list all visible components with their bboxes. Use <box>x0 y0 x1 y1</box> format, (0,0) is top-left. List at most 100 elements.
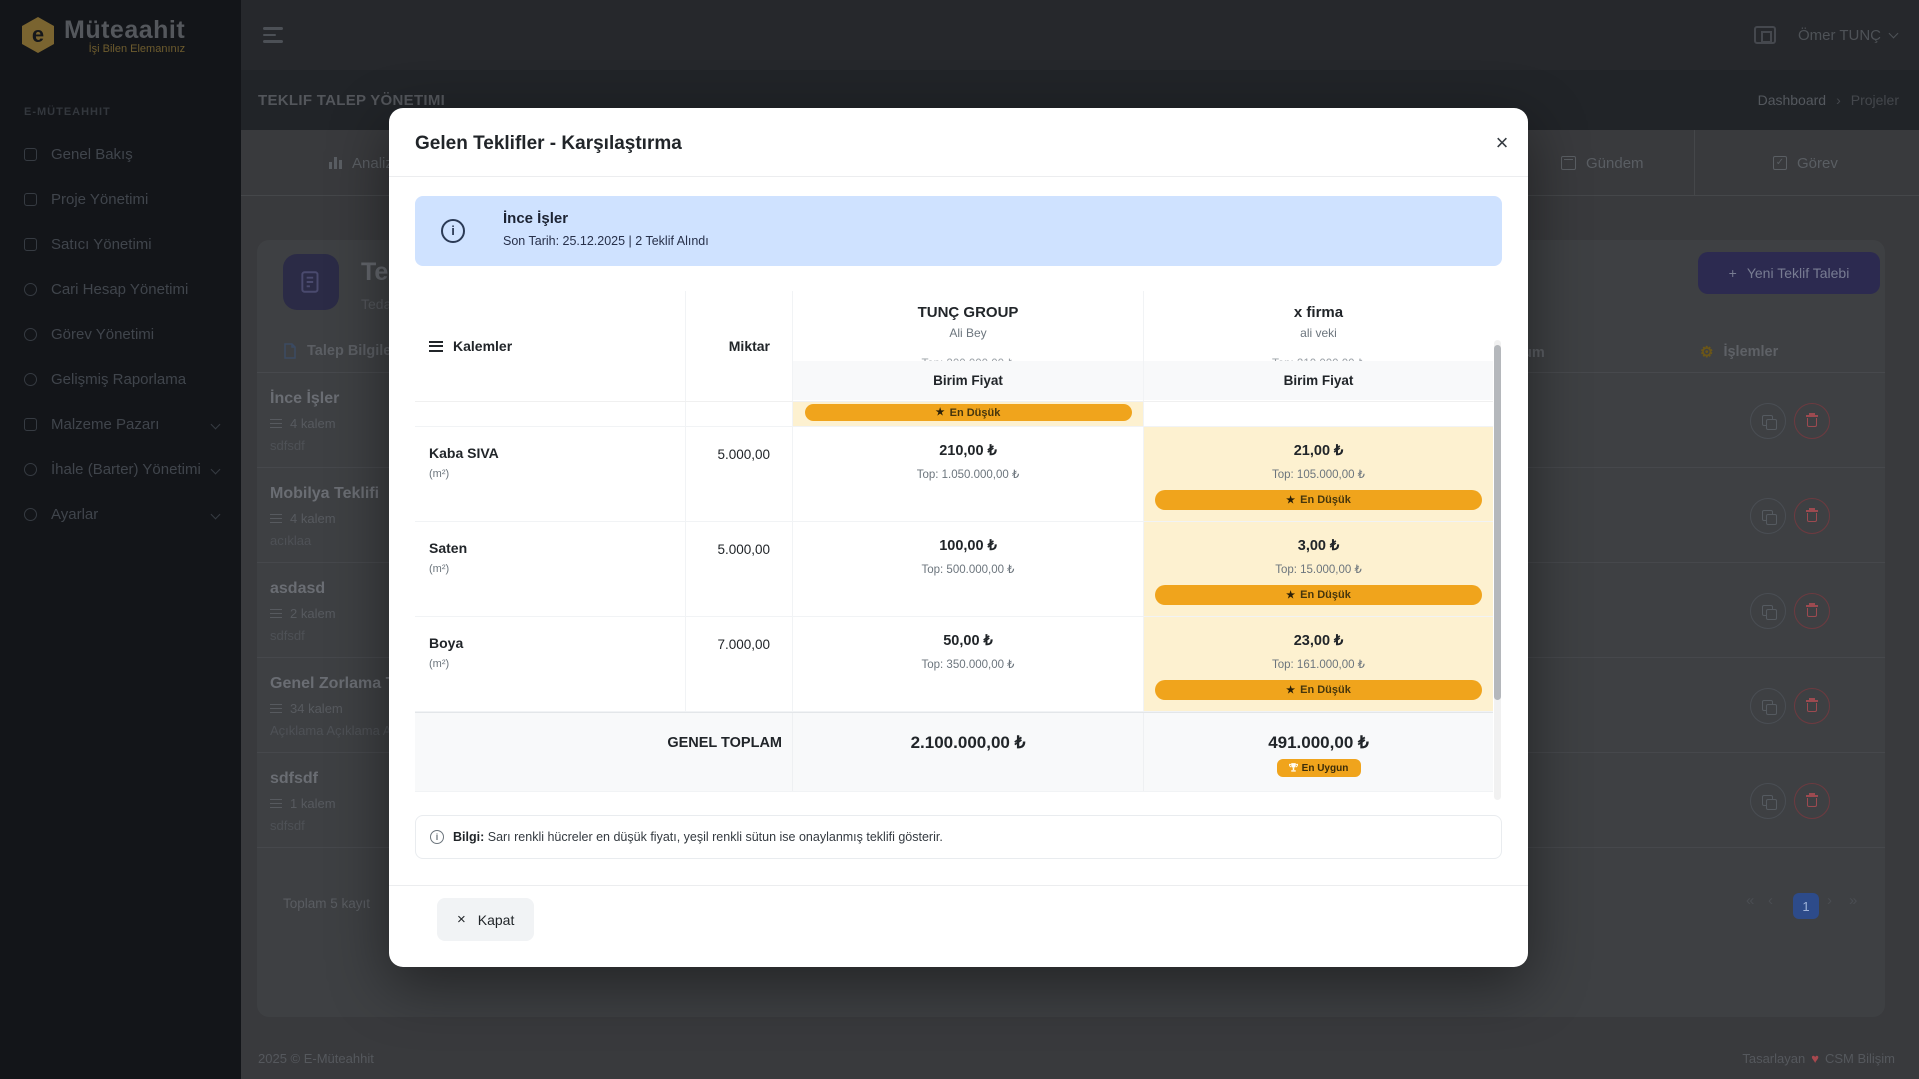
modal-footer-divider <box>389 885 1528 886</box>
sidebar-item-satici-yonetimi[interactable]: Satıcı Yönetimi <box>0 222 241 267</box>
first-page-button[interactable]: « <box>1746 892 1755 909</box>
delete-button[interactable] <box>1794 498 1830 534</box>
chevron-down-icon <box>210 509 221 520</box>
user-menu[interactable]: Ömer TUNÇ <box>1798 27 1899 44</box>
modal-header-divider <box>389 176 1528 177</box>
breadcrumb-separator: › <box>1836 92 1841 108</box>
item-row-saten: Saten (m²) 5.000,00 100,00 ₺ Top: 500.00… <box>415 522 1493 617</box>
delete-button[interactable] <box>1794 403 1830 439</box>
unit-price-subheader: Birim Fiyat <box>793 361 1143 400</box>
topbar: Ömer TUNÇ <box>241 0 1919 70</box>
brand-name: Müteaahit <box>64 15 186 44</box>
check-square-icon: ✓ <box>1773 156 1787 170</box>
copy-button[interactable] <box>1750 688 1786 724</box>
copy-button[interactable] <box>1750 403 1786 439</box>
offer-cell: 100,00 ₺ Top: 500.000,00 ₺ <box>792 522 1143 616</box>
tab-analiz[interactable]: Analiz <box>329 130 393 196</box>
designed-by-label: Tasarlayan <box>1742 1051 1806 1066</box>
grand-total-row: GENEL TOPLAM 2.100.000,00 ₺ 491.000,00 ₺… <box>415 712 1493 792</box>
copy-button[interactable] <box>1750 498 1786 534</box>
banner-title: İnce İşler <box>503 210 569 227</box>
chevron-down-icon <box>210 464 221 475</box>
breadcrumb: Dashboard › Projeler <box>1758 92 1899 108</box>
image-icon <box>24 418 37 431</box>
trash-icon <box>1806 603 1818 617</box>
user-circle-icon <box>24 328 37 341</box>
lowest-price-cell: 23,00 ₺ Top: 161.000,00 ₺ ★ En Düşük <box>1143 617 1493 711</box>
lowest-price-cell: ★ En Düşük <box>792 402 1143 426</box>
overview-icon <box>24 148 37 161</box>
list-header-islemler: İşlemler <box>1723 344 1779 360</box>
chevron-down-icon <box>210 419 221 430</box>
briefcase-icon <box>24 238 37 251</box>
item-row-kaba-siva: Kaba SIVA (m²) 5.000,00 210,00 ₺ Top: 1.… <box>415 427 1493 522</box>
star-icon: ★ <box>935 407 945 418</box>
info-note: i Bilgi: Sarı renkli hücreler en düşük f… <box>415 815 1502 859</box>
prev-page-button[interactable]: ‹ <box>1768 892 1773 909</box>
lowest-badge: ★ En Düşük <box>1155 585 1482 605</box>
info-icon: i <box>441 219 465 243</box>
close-button[interactable]: × Kapat <box>437 898 535 941</box>
lowest-price-cell: 21,00 ₺ Top: 105.000,00 ₺ ★ En Düşük <box>1143 427 1493 521</box>
trash-icon <box>1806 508 1818 522</box>
new-request-button[interactable]: + Yeni Teklif Talebi <box>1698 252 1880 294</box>
chevron-down-icon <box>1888 28 1899 39</box>
tab-gorev[interactable]: ✓ Görev <box>1773 130 1838 196</box>
copy-button[interactable] <box>1750 593 1786 629</box>
current-page-button[interactable]: 1 <box>1793 893 1819 919</box>
delete-button[interactable] <box>1794 688 1830 724</box>
pagination: Toplam 5 kayıt « ‹ 1 › » <box>257 880 1885 930</box>
grand-total-tunc: 2.100.000,00 ₺ <box>910 733 1026 752</box>
document-icon <box>283 254 339 310</box>
sidebar-item-gelismis-raporlama[interactable]: Gelişmiş Raporlama <box>0 357 241 402</box>
clipped-scrolled-text: Top: 200.000,00 ₺ <box>793 354 1143 361</box>
app-logo[interactable]: e Müteaahit İşi Bilen Elemanınız <box>0 0 241 70</box>
lowest-price-cell: 3,00 ₺ Top: 15.000,00 ₺ ★ En Düşük <box>1143 522 1493 616</box>
qty-column-header: Miktar <box>685 291 792 401</box>
trophy-icon <box>1288 763 1298 772</box>
lowest-badge: ★ En Düşük <box>1155 490 1482 510</box>
items-column-header: Kalemler <box>415 291 685 401</box>
calendar-icon <box>1561 156 1576 170</box>
sidebar-item-malzeme-pazari[interactable]: Malzeme Pazarı <box>0 402 241 447</box>
list-icon <box>429 338 443 354</box>
close-icon: × <box>457 911 466 928</box>
last-page-button[interactable]: » <box>1849 892 1858 909</box>
user-circle-icon <box>24 373 37 386</box>
vendor-column-tunc-group: TUNÇ GROUP Ali Bey Top: 200.000,00 ₺ Bir… <box>792 291 1143 401</box>
brand-hexagon-icon: e <box>22 17 54 53</box>
breadcrumb-projeler[interactable]: Projeler <box>1850 92 1899 108</box>
scrollbar-thumb[interactable] <box>1494 345 1501 700</box>
partially-visible-row: ★ En Düşük <box>415 402 1493 427</box>
sidebar-item-genel-bakis[interactable]: Genel Bakış <box>0 132 241 177</box>
delete-button[interactable] <box>1794 783 1830 819</box>
unit-price-subheader: Birim Fiyat <box>1144 361 1493 400</box>
next-page-button[interactable]: › <box>1827 892 1832 909</box>
clipped-scrolled-text: Top: 210.000,00 ₺ <box>1144 354 1493 361</box>
table-header-row: Kalemler Miktar TUNÇ GROUP Ali Bey Top: … <box>415 291 1493 402</box>
designer-brand-link[interactable]: CSM Bilişim <box>1824 1051 1895 1066</box>
hamburger-menu-icon[interactable] <box>263 23 283 47</box>
delete-button[interactable] <box>1794 593 1830 629</box>
breadcrumb-dashboard[interactable]: Dashboard <box>1757 92 1827 108</box>
list-icon <box>270 511 282 526</box>
list-icon <box>270 606 282 621</box>
copy-button[interactable] <box>1750 783 1786 819</box>
star-icon: ★ <box>1286 494 1296 506</box>
sidebar-item-proje-yonetimi[interactable]: Proje Yönetimi <box>0 177 241 222</box>
sidebar-item-cari-hesap[interactable]: Cari Hesap Yönetimi <box>0 267 241 312</box>
panel-toggle-icon[interactable] <box>1753 26 1776 44</box>
user-circle-icon <box>24 283 37 296</box>
sidebar-item-ihale-yonetimi[interactable]: İhale (Barter) Yönetimi <box>0 447 241 492</box>
sidebar-item-ayarlar[interactable]: Ayarlar <box>0 492 241 537</box>
tab-gundem[interactable]: Gündem <box>1561 130 1644 196</box>
sidebar: e Müteaahit İşi Bilen Elemanınız E-MÜTEA… <box>0 0 241 1079</box>
lowest-badge: ★ En Düşük <box>1155 680 1482 700</box>
sidebar-nav: Genel Bakış Proje Yönetimi Satıcı Yöneti… <box>0 132 241 537</box>
note-label: Bilgi: <box>453 830 485 844</box>
info-banner: i İnce İşler Son Tarih: 25.12.2025 | 2 T… <box>415 196 1502 266</box>
page-footer: 2025 © E-Müteahhit Tasarlayan ♥ CSM Bili… <box>241 1038 1919 1079</box>
close-icon[interactable]: × <box>1495 130 1509 155</box>
sidebar-item-gorev-yonetimi[interactable]: Görev Yönetimi <box>0 312 241 357</box>
building-icon <box>24 193 37 206</box>
